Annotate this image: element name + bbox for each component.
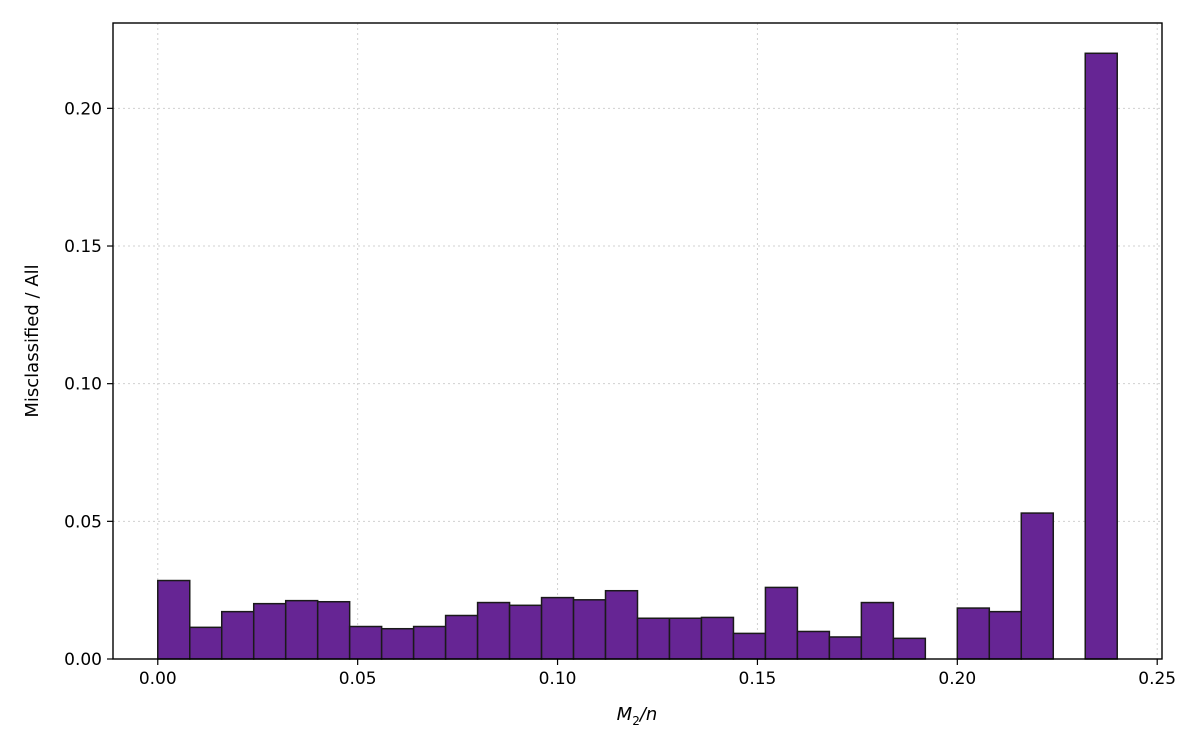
histogram-bar <box>189 626 223 660</box>
histogram-bar <box>796 630 831 660</box>
histogram-bar <box>284 599 319 660</box>
x-tick-label: 0.05 <box>339 669 377 689</box>
plot-frame <box>112 22 1163 660</box>
x-tick-label: 0.15 <box>739 669 777 689</box>
histogram-bar <box>668 617 703 660</box>
histogram-bar <box>252 602 287 660</box>
histogram-bar <box>476 601 511 660</box>
histogram-bar <box>988 610 1023 660</box>
histogram-bar <box>412 625 447 660</box>
histogram-bar <box>540 596 575 660</box>
x-axis-label-subscript: 2 <box>632 714 640 728</box>
y-axis-label: Misclassified / All <box>22 264 43 417</box>
histogram-bar <box>700 616 735 660</box>
histogram-bar <box>348 625 383 660</box>
x-axis-label: M2/n <box>617 704 658 728</box>
histogram-bar <box>508 604 543 660</box>
histogram-bar <box>732 632 767 660</box>
histogram-bar <box>956 607 991 660</box>
y-tick-label: 0.15 <box>64 237 102 257</box>
y-tick-label: 0.20 <box>64 99 102 119</box>
histogram-bar <box>1020 512 1055 660</box>
histogram-bar <box>828 636 863 660</box>
histogram-bar <box>764 586 799 660</box>
y-tick-label: 0.05 <box>64 512 102 532</box>
histogram-bar <box>444 614 479 660</box>
histogram-bar <box>892 637 927 660</box>
histogram-bar <box>220 610 255 660</box>
histogram-bar <box>572 599 607 660</box>
histogram-bar <box>636 617 671 660</box>
x-axis-label-rest: /n <box>638 704 657 725</box>
y-tick-label: 0.10 <box>64 375 102 395</box>
x-tick-label: 0.00 <box>139 669 177 689</box>
bars-layer <box>157 52 1118 660</box>
x-axis: 0.00 0.05 0.10 0.15 0.20 0.25 <box>139 659 1176 689</box>
x-tick-label: 0.20 <box>938 669 976 689</box>
histogram-bar <box>157 579 191 660</box>
x-tick-label: 0.25 <box>1138 669 1176 689</box>
y-axis: 0.00 0.05 0.10 0.15 0.20 <box>64 99 113 670</box>
histogram-bar <box>316 600 351 660</box>
x-axis-label-main: M <box>617 704 633 725</box>
histogram-bar <box>860 601 895 660</box>
x-tick-label: 0.10 <box>539 669 577 689</box>
grid-layer <box>113 23 1162 660</box>
histogram-bar <box>1084 52 1118 660</box>
histogram-bar <box>604 589 639 660</box>
histogram-bar <box>380 627 415 660</box>
y-tick-label: 0.00 <box>64 650 102 670</box>
